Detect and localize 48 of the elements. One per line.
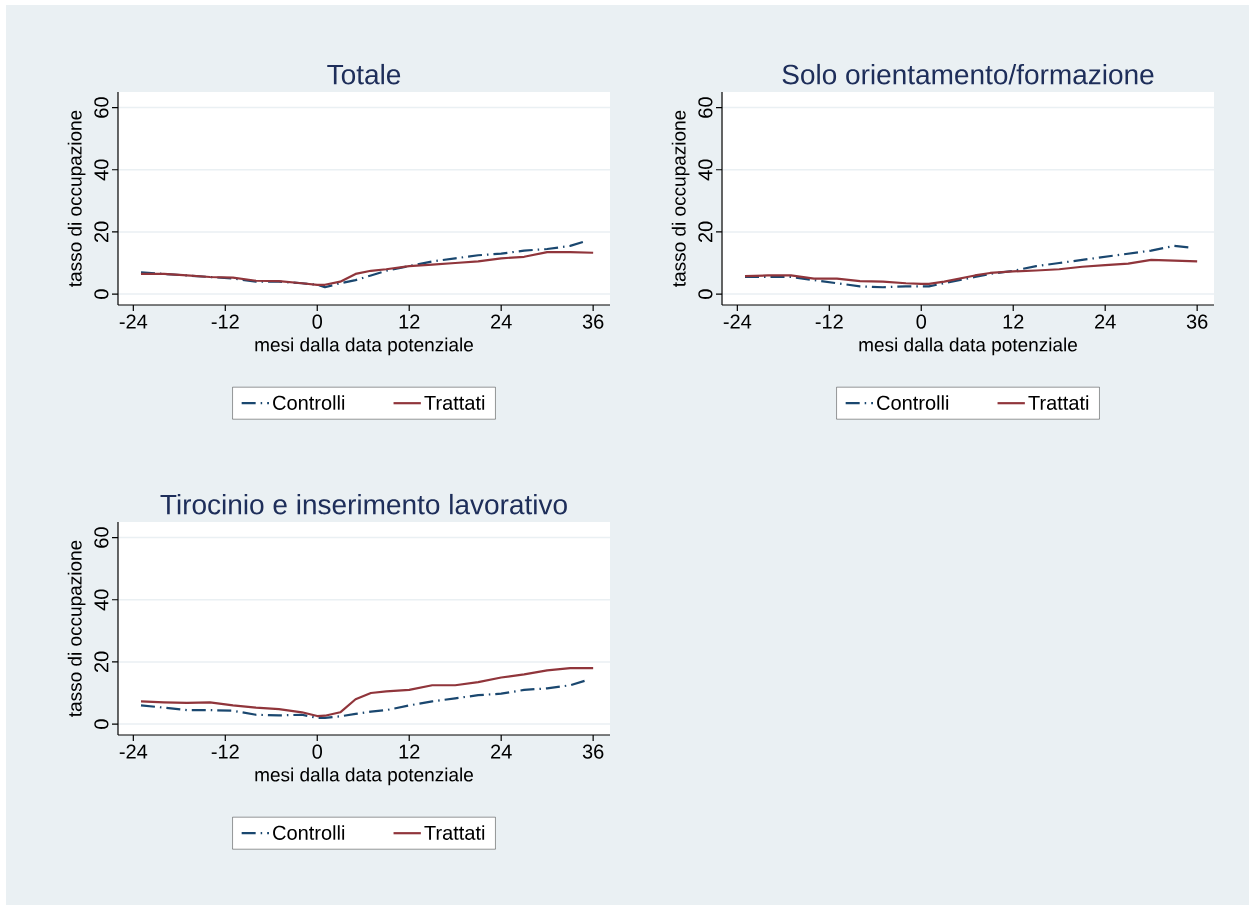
- legend-label: Trattati: [424, 825, 485, 840]
- chart-title: Totale: [327, 63, 401, 85]
- x-tick-label: 12: [399, 744, 420, 759]
- y-tick-label: 40: [94, 159, 109, 181]
- legend-label: Controlli: [877, 395, 949, 410]
- legend-label: Trattati: [1028, 395, 1089, 410]
- y-tick-label: 0: [94, 289, 109, 299]
- y-axis-title: tasso di occupazione: [67, 110, 86, 287]
- x-tick-label: 36: [1186, 314, 1208, 329]
- y-tick-label: 20: [94, 221, 109, 243]
- legend-label: Controlli: [273, 395, 345, 410]
- x-tick-label: 36: [582, 744, 604, 759]
- y-axis-title: tasso di occupazione: [671, 110, 690, 287]
- y-tick-label: 40: [94, 589, 109, 611]
- x-axis-title: mesi dalla data potenziale: [255, 767, 473, 786]
- chart-title: Tirocinio e inserimento lavorativo: [160, 493, 567, 515]
- x-tick-label: 0: [916, 314, 927, 329]
- x-tick-label: 12: [399, 314, 420, 329]
- line-series: [139, 251, 595, 286]
- legend-label: Controlli: [273, 825, 345, 840]
- x-tick-label: 24: [1095, 314, 1116, 329]
- chart-title: Solo orientamento/formazione: [782, 63, 1154, 85]
- x-axis-title: mesi dalla data potenziale: [255, 337, 473, 356]
- y-tick-label: 20: [698, 221, 713, 243]
- y-tick-label: 60: [94, 97, 109, 118]
- x-tick-label: -12: [211, 314, 239, 329]
- y-tick-label: 0: [698, 289, 713, 299]
- x-tick-label: -12: [211, 744, 239, 759]
- y-tick-label: 40: [698, 159, 713, 181]
- x-tick-label: 0: [312, 314, 323, 329]
- y-tick-label: 20: [94, 651, 109, 673]
- x-tick-label: -24: [119, 314, 148, 329]
- y-tick-label: 60: [698, 97, 713, 118]
- x-axis-title: mesi dalla data potenziale: [859, 337, 1077, 356]
- x-tick-label: -24: [119, 744, 148, 759]
- legend-label: Trattati: [424, 395, 485, 410]
- y-axis-title: tasso di occupazione: [67, 540, 86, 717]
- x-tick-label: 24: [491, 314, 512, 329]
- x-tick-label: 0: [312, 744, 323, 759]
- line-series: [139, 679, 587, 719]
- line-series: [139, 667, 595, 718]
- x-tick-label: 36: [582, 314, 604, 329]
- x-tick-label: 12: [1003, 314, 1024, 329]
- x-tick-label: -24: [723, 314, 752, 329]
- x-tick-label: -12: [815, 314, 843, 329]
- y-tick-label: 0: [94, 719, 109, 729]
- y-tick-label: 60: [94, 527, 109, 548]
- x-tick-label: 24: [491, 744, 512, 759]
